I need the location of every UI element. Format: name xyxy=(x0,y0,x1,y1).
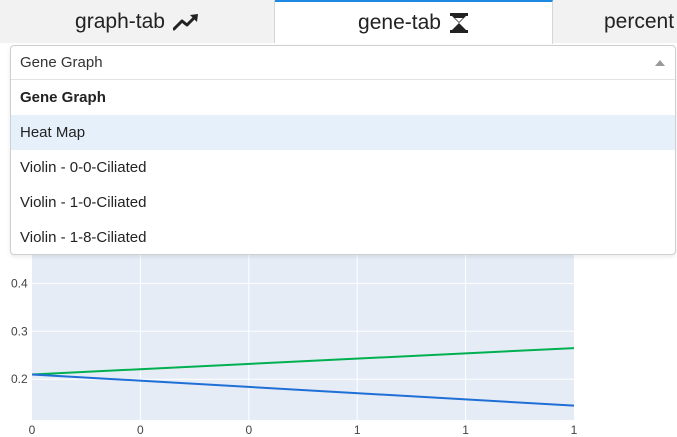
y-tick-label: 0.3 xyxy=(11,324,28,338)
trending-up-icon xyxy=(172,13,199,31)
dropdown-menu: Gene Graph Heat Map Violin - 0-0-Ciliated V… xyxy=(11,80,675,254)
y-tick-label: 0.4 xyxy=(11,276,28,290)
tab-graph[interactable]: graph-tab xyxy=(0,0,275,43)
plot-background xyxy=(32,245,574,420)
x-tick-label: 1 xyxy=(571,423,578,437)
tab-gene[interactable]: gene-tab xyxy=(275,0,553,44)
series-line xyxy=(31,347,575,376)
y-tick-label: 0.2 xyxy=(11,372,28,386)
hourglass-dna-icon xyxy=(449,12,469,34)
tab-gene-label: gene-tab xyxy=(358,11,441,34)
tab-bar: graph-tab gene-tab percent xyxy=(0,0,677,44)
dropdown-option[interactable]: Violin - 1-8-Ciliated xyxy=(20,229,147,246)
series-line xyxy=(31,373,575,407)
tab-graph-label: graph-tab xyxy=(75,9,165,33)
dropdown-option[interactable]: Heat Map xyxy=(11,115,675,150)
plot-type-select[interactable]: Gene Graph xyxy=(11,46,675,80)
dropdown-option[interactable]: Violin - 1-0-Ciliated xyxy=(20,194,147,211)
caret-up-icon[interactable] xyxy=(655,60,665,66)
dropdown-option[interactable]: Violin - 0-0-Ciliated xyxy=(20,159,147,176)
tab-percent-label: percent xyxy=(604,9,675,33)
plot-type-value: Gene Graph xyxy=(20,54,103,71)
plot-type-dropdown: Gene Graph Gene Graph Heat Map Violin - 0-… xyxy=(10,45,676,255)
x-tick-label: 0 xyxy=(137,423,144,437)
x-tick-label: 1 xyxy=(462,423,469,437)
x-tick-label: 1 xyxy=(354,423,361,437)
dropdown-option[interactable]: Gene Graph xyxy=(20,89,106,106)
x-tick-label: 0 xyxy=(245,423,252,437)
tab-percent[interactable]: percent xyxy=(553,0,677,43)
x-tick-label: 0 xyxy=(29,423,36,437)
